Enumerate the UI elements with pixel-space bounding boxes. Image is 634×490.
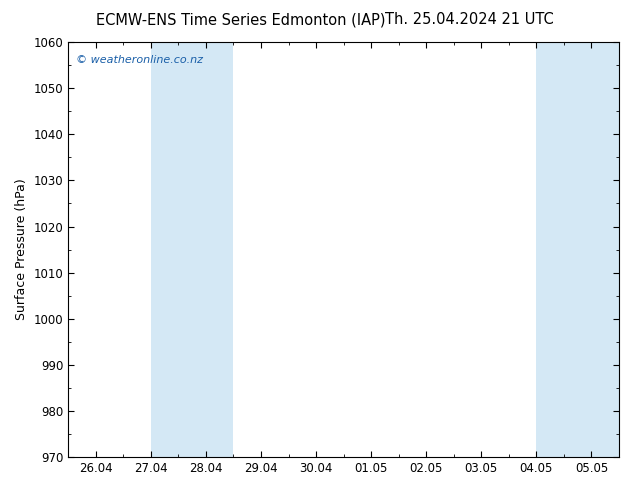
Bar <box>564 42 619 457</box>
Bar <box>536 42 564 457</box>
Y-axis label: Surface Pressure (hPa): Surface Pressure (hPa) <box>15 179 28 320</box>
Bar <box>151 42 178 457</box>
Bar <box>178 42 233 457</box>
Text: Th. 25.04.2024 21 UTC: Th. 25.04.2024 21 UTC <box>385 12 553 27</box>
Text: ECMW-ENS Time Series Edmonton (IAP): ECMW-ENS Time Series Edmonton (IAP) <box>96 12 385 27</box>
Text: © weatheronline.co.nz: © weatheronline.co.nz <box>77 54 204 65</box>
